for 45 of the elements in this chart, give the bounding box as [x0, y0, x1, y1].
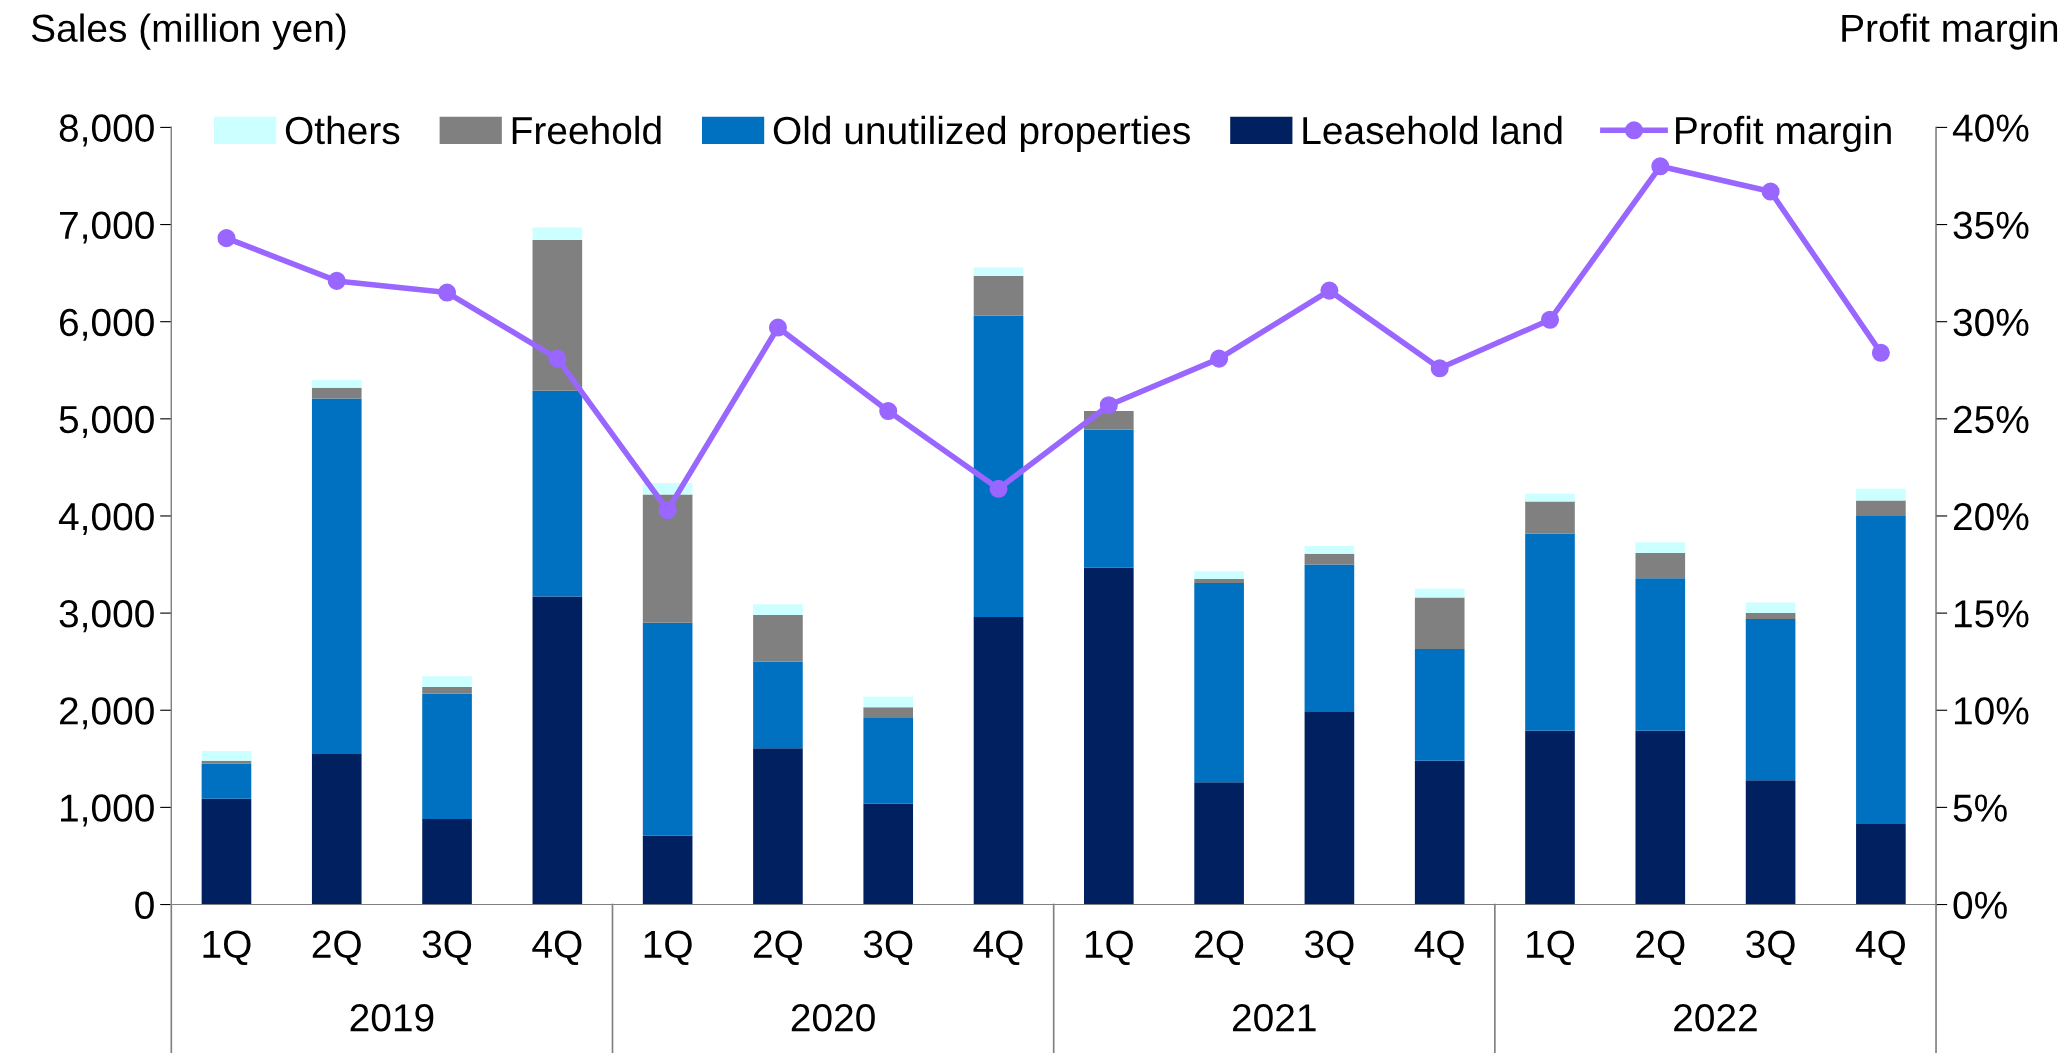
legend-label: Leasehold land — [1303, 115, 1562, 145]
y-tick-label: 6,000 — [60, 308, 154, 341]
y2-tick-label: 5% — [1953, 794, 2007, 822]
legend-label: Old unutilized properties — [773, 115, 1190, 153]
y-tick-label: 7,000 — [60, 211, 154, 244]
y2-tick-label: 15% — [1954, 600, 2029, 628]
legend-label: Freehold — [512, 115, 661, 145]
legend-label: Profit margin — [1676, 115, 1891, 153]
x-tick-label: 1Q — [644, 930, 692, 966]
legend-label: Others — [285, 115, 400, 145]
x-tick-label: 1Q — [203, 930, 251, 966]
y2-tick-label: 20% — [1953, 502, 2029, 531]
y2-tick-label: 35% — [1953, 211, 2029, 240]
text: 2019 — [350, 1004, 434, 1032]
x-tick-label: 4Q — [1855, 930, 1905, 966]
y2-tick-label: 0% — [1953, 891, 2007, 919]
x-tick-label: 3Q — [1746, 930, 1795, 966]
x-tick-label: 4Q — [532, 930, 582, 966]
y2-tick-label: 30% — [1953, 308, 2029, 337]
y-tick-label: 4,000 — [58, 502, 154, 536]
y2-tick-label: 40% — [1952, 114, 2029, 142]
x-tick-label: 1Q — [1527, 930, 1575, 966]
y-tick-label: 3,000 — [59, 600, 154, 633]
y2-axis-title: Profit margin — [1842, 13, 2058, 50]
text: 2020 — [791, 1004, 875, 1032]
y-tick-label: 0 — [135, 891, 154, 919]
y-tick-label: 2,000 — [59, 697, 154, 730]
y2-tick-label: 10% — [1954, 697, 2029, 725]
y-tick-label: 5,000 — [59, 405, 154, 438]
x-tick-label: 1Q — [1085, 930, 1133, 966]
x-tick-label: 4Q — [973, 930, 1023, 966]
x-tick-label: 3Q — [863, 930, 913, 966]
x-tick-label: 2Q — [1195, 930, 1244, 966]
x-tick-label: 2Q — [312, 930, 361, 966]
y-tick-label: 1,000 — [61, 794, 154, 827]
x-tick-label: 2Q — [1636, 930, 1685, 966]
y2-tick-label: 25% — [1953, 405, 2029, 434]
x-tick-label: 3Q — [1304, 930, 1354, 966]
x-tick-label: 2Q — [753, 930, 803, 966]
y-tick-label: 8,000 — [59, 114, 154, 147]
x-tick-label: 4Q — [1414, 930, 1464, 966]
y-axis-title: Sales (million yen) — [31, 13, 346, 50]
text: 2022 — [1674, 1004, 1757, 1032]
x-tick-label: 3Q — [422, 930, 472, 966]
text: 2021 — [1232, 1004, 1316, 1032]
